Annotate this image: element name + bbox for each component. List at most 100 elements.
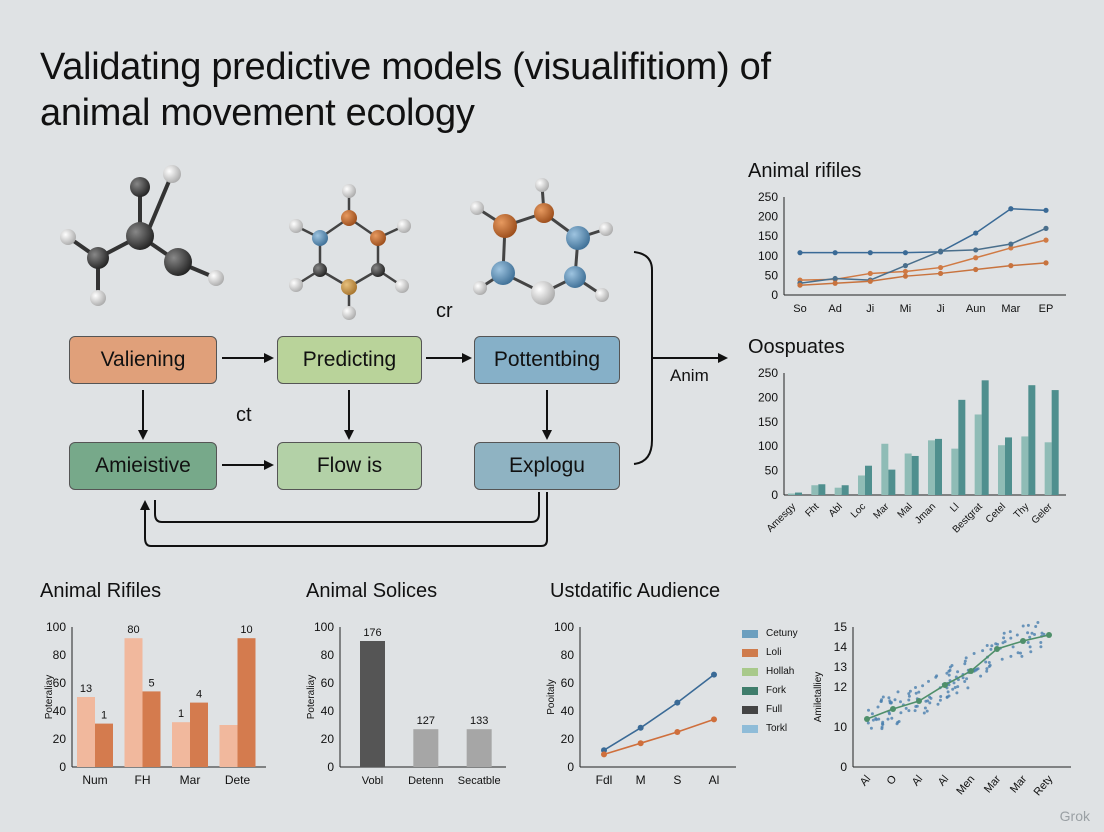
scatter-point [881,720,885,724]
x-tick-label: Vobl [362,775,383,787]
y-tick-label: 0 [59,760,66,774]
scatter-point [1026,631,1030,635]
trend-point [1020,638,1026,644]
label-cr: cr [436,300,453,322]
scatter-point [914,686,917,689]
scatter-point [928,701,932,705]
scatter-point [870,712,874,716]
scatter-point [888,712,891,716]
node-pottentbing[interactable]: Pottentbing [474,336,620,384]
x-tick-label: Amesgy [765,501,798,534]
scatter-point [871,718,875,722]
data-label: 10 [240,624,252,636]
trend-point [994,646,1000,652]
scatter-point [880,725,884,729]
y-tick-label: 250 [758,366,778,380]
scatter-point [946,690,950,694]
legend-label: Full [766,704,783,715]
scatter-point [867,708,870,712]
y-tick-label: 60 [53,676,67,690]
y-tick-label: 60 [321,676,335,690]
node-flow-is[interactable]: Flow is [277,442,422,490]
scatter-point [939,695,943,698]
node-predicting[interactable]: Predicting [277,336,422,384]
x-tick-label: Mal [896,501,915,520]
scatter-point [1028,645,1032,649]
bar-light [904,453,912,495]
data-point [973,230,979,236]
data-point [902,250,909,256]
x-tick-label: Dete [225,773,251,787]
scatter-point [947,669,951,673]
data-point [902,268,909,275]
scatter-point [899,700,902,704]
scatter-point [914,691,918,695]
bar-dark [1051,390,1059,495]
data-point [1043,260,1049,266]
scatter-point [915,704,919,708]
node-valiening[interactable]: Valiening [69,336,217,384]
scatter-point [874,718,878,722]
scatter-point [1033,633,1036,636]
scatter-point [963,662,967,666]
y-axis-label: Amiletalliey [813,672,824,723]
bar-light [172,722,190,767]
x-tick-label: Secatble [458,775,501,787]
scatter-point [985,667,989,671]
y-tick-label: 100 [758,439,778,453]
scatter-point [907,694,911,698]
label-ct: ct [236,404,252,426]
y-axis-label: Pooitaly [546,679,557,715]
data-point [711,716,717,723]
bar-light [881,443,889,495]
scatter-point [945,671,949,675]
x-tick-label: O [885,773,900,788]
node-amieistive[interactable]: Amieistive [69,442,217,490]
scatter-point [1002,636,1006,640]
data-label: 13 [80,683,92,695]
data-label: 176 [363,627,381,639]
y-tick-label: 12 [834,680,848,694]
scatter-point [955,691,959,695]
scatter-point [1001,641,1005,645]
scatter-point [876,705,880,709]
x-tick-label: Ad [828,303,841,315]
legend-swatch [742,648,758,657]
bar-dark [1005,437,1012,495]
scatter-point [1011,645,1015,649]
data-point [1043,225,1049,231]
x-tick-label: Men [954,773,977,797]
y-tick-label: 0 [327,760,334,774]
data-point [973,247,979,253]
scatter-point [907,692,911,696]
scatter-point [895,722,899,726]
trend-point [1046,632,1052,638]
bar-light [811,485,819,495]
legend-swatch [742,686,758,695]
y-tick-label: 50 [765,464,779,478]
scatter-point [961,676,965,680]
scatter-point [964,656,968,660]
trend-point [968,668,974,674]
scatter-point [950,664,954,667]
scatter-point [1039,641,1043,644]
scatter-point [1029,650,1033,654]
scatter-point [936,702,940,706]
x-tick-label: Al [858,773,873,788]
scatter-point [963,680,967,683]
data-point [832,275,838,282]
loop-inner [154,492,540,523]
x-tick-label: Loc [849,501,868,520]
y-tick-label: 200 [758,390,778,404]
bar-light [998,445,1005,495]
node-explogu[interactable]: Explogu [474,442,620,490]
scatter-point [985,644,989,647]
scatter-point [981,649,985,653]
scatter-point [976,667,980,671]
y-tick-label: 40 [321,704,335,718]
x-tick-label: Detenn [408,775,443,787]
y-tick-label: 80 [53,648,67,662]
x-tick-label: Al [910,773,925,788]
data-point [902,263,909,269]
